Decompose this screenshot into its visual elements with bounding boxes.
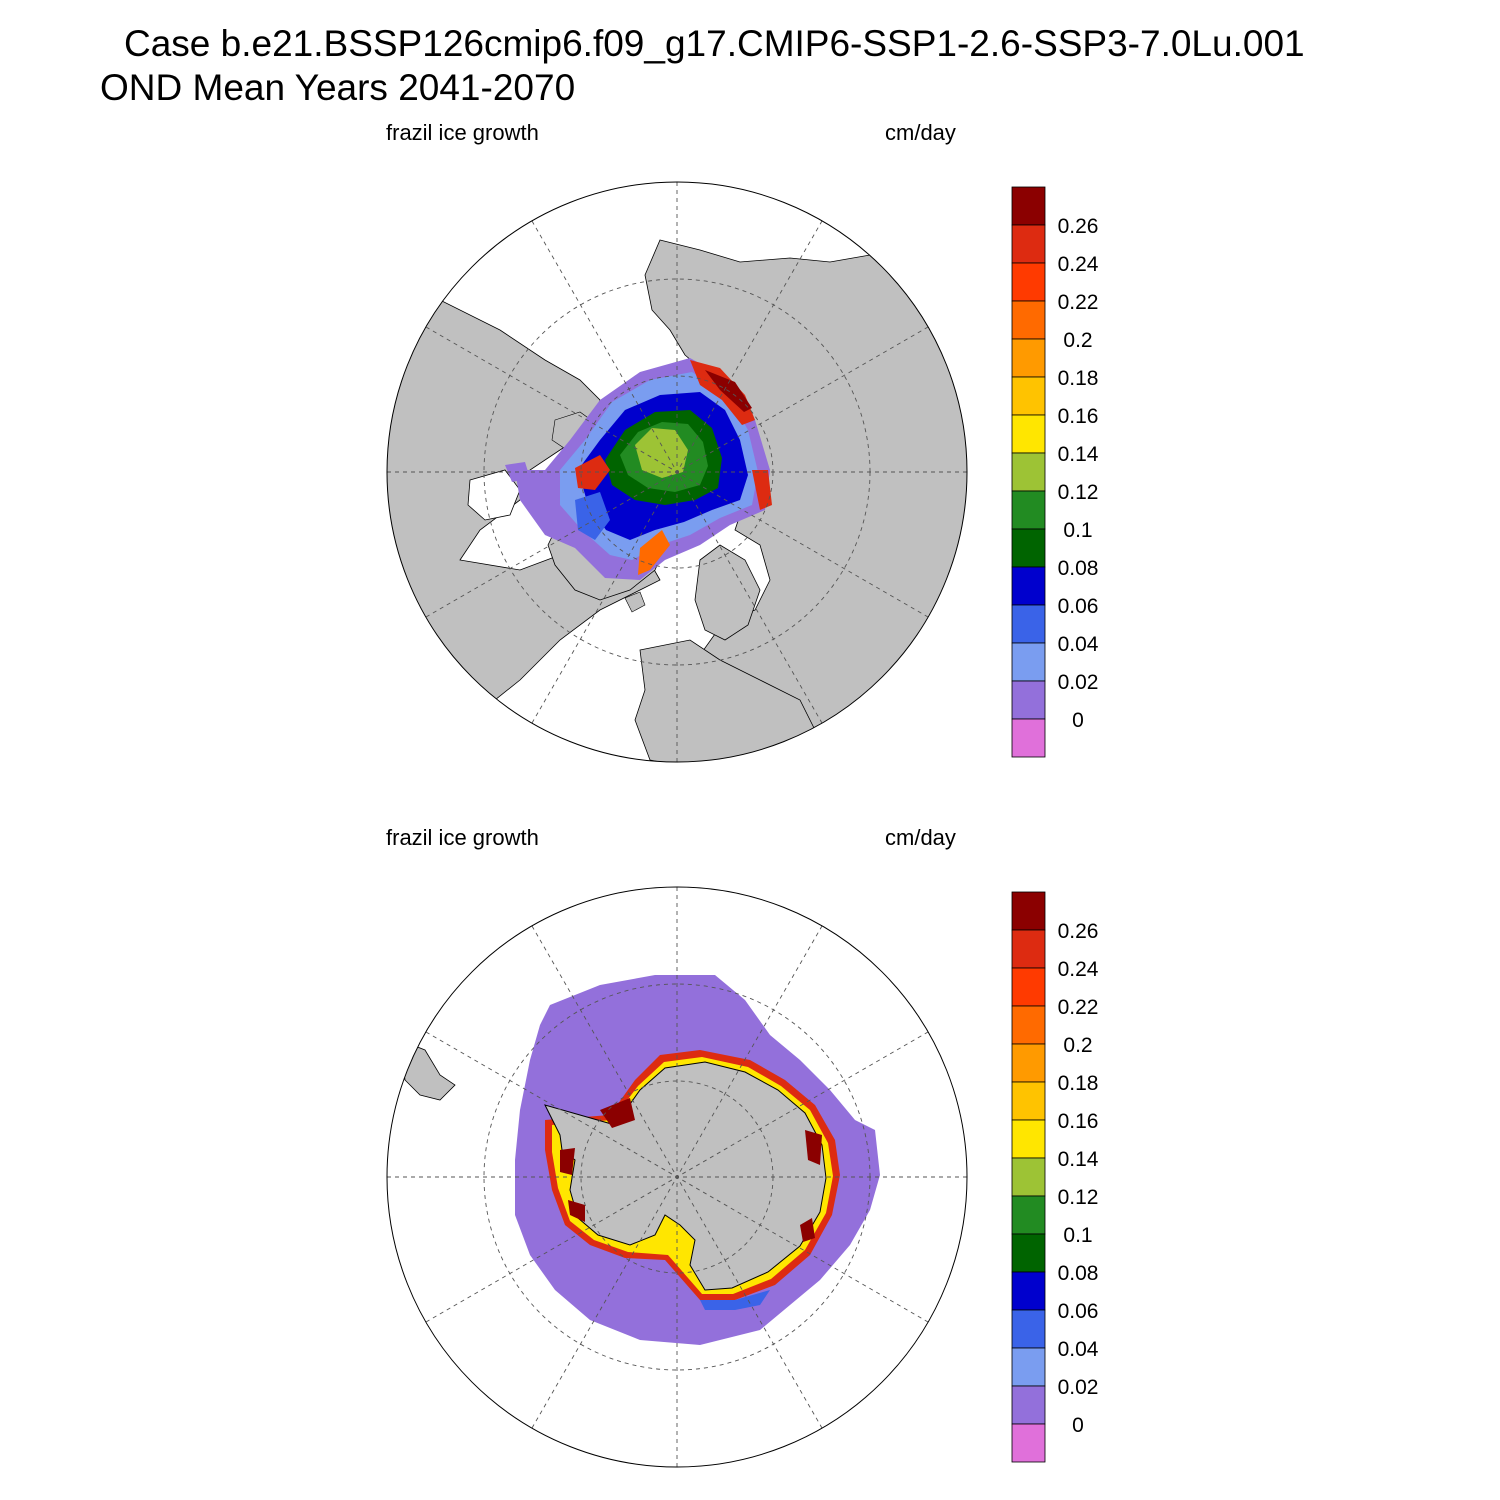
frazil-field-red-east-edge: [752, 470, 772, 510]
figure-title-case: Case b.e21.BSSP126cmip6.f09_g17.CMIP6-SS…: [124, 23, 1305, 64]
colorbar-north-tick-label-12: 0.02: [1058, 671, 1099, 694]
colorbar-north-swatch-8: [1011, 490, 1046, 530]
colorbar-north-tick-label-8: 0.1: [1063, 519, 1092, 542]
colorbar-south-tick-label-7: 0.12: [1058, 1186, 1099, 1209]
colorbar-north-tick-label-4: 0.18: [1058, 367, 1099, 390]
colorbar-north-swatch-9: [1011, 528, 1046, 568]
panel-1-units-label: cm/day: [885, 120, 956, 145]
colorbar-north-tick-label-3: 0.2: [1063, 329, 1092, 352]
colorbar-south-swatch-8: [1011, 1195, 1046, 1235]
frazil-field-red-siberian-edge: [690, 360, 755, 425]
colorbar-north-swatch-12: [1011, 642, 1046, 682]
colorbar-south-swatch-13: [1011, 1385, 1046, 1425]
colorbar-south-swatch-1: [1011, 929, 1046, 969]
frazil-field-dark-red-amery: [805, 1130, 822, 1165]
colorbar-south-tick-label-4: 0.18: [1058, 1072, 1099, 1095]
antarctic-map-border: [386, 886, 968, 1468]
hudson-bay: [467, 469, 521, 521]
colorbar-south-swatch-12: [1011, 1347, 1046, 1387]
colorbar-north-swatch-11: [1011, 604, 1046, 644]
colorbar-north-swatch-1: [1011, 224, 1046, 264]
colorbar-north-tick-label-0: 0.26: [1058, 215, 1099, 238]
colorbar-south-swatch-5: [1011, 1081, 1046, 1121]
colorbar-south-swatch-7: [1011, 1157, 1046, 1197]
colorbar-north-tick-label-11: 0.04: [1058, 633, 1099, 656]
arctic-map-border: [386, 181, 968, 763]
colorbar-north: 0.26 0.24 0.22 0.2 0.18 0.16 0.14 0.12 0.1 0.08 0.…: [1011, 186, 1099, 758]
frazil-field-dark-red-belling: [568, 1200, 585, 1222]
colorbar-south-tick-label-0: 0.26: [1058, 920, 1099, 943]
colorbar-south-tick-label-3: 0.2: [1063, 1034, 1092, 1057]
colorbar-south-swatch-11: [1011, 1309, 1046, 1349]
colorbar-north-swatch-13: [1011, 680, 1046, 720]
colorbar-south-swatch-10: [1011, 1271, 1046, 1311]
colorbar-north-swatch-3: [1011, 300, 1046, 340]
land-scandinavia: [694, 544, 761, 641]
colorbar-north-swatch-0: [1011, 186, 1046, 226]
colorbar-south-tick-label-5: 0.16: [1058, 1110, 1099, 1133]
arctic-map: [386, 181, 968, 763]
frazil-field-dark-red-east: [800, 1218, 815, 1242]
colorbar-north-swatch-7: [1011, 452, 1046, 492]
colorbar-south-tick-label-1: 0.24: [1058, 958, 1099, 981]
colorbar-north-tick-label-2: 0.22: [1058, 291, 1099, 314]
frazil-field-yellowgreen: [635, 428, 688, 478]
colorbar-south-swatch-0: [1011, 891, 1046, 931]
colorbar-north-tick-label-5: 0.16: [1058, 405, 1099, 428]
colorbar-south-tick-label-11: 0.04: [1058, 1338, 1099, 1361]
colorbar-north-tick-label-9: 0.08: [1058, 557, 1099, 580]
colorbar-south-tick-label-6: 0.14: [1058, 1148, 1099, 1171]
antarctic-map: [386, 886, 968, 1468]
panel-2-variable-label: frazil ice growth: [386, 825, 539, 850]
colorbar-north-tick-label-13: 0: [1072, 709, 1084, 732]
figure-title-period: OND Mean Years 2041-2070: [100, 67, 576, 108]
arctic-graticule: [387, 182, 967, 762]
colorbar-south-tick-label-2: 0.22: [1058, 996, 1099, 1019]
colorbar-south-tick-label-9: 0.08: [1058, 1262, 1099, 1285]
colorbar-north-tick-label-6: 0.14: [1058, 443, 1099, 466]
colorbar-north-tick-label-1: 0.24: [1058, 253, 1099, 276]
colorbar-south-swatch-4: [1011, 1043, 1046, 1083]
colorbar-north-swatch-14: [1011, 718, 1046, 758]
frazil-field-red-archipelago: [575, 455, 610, 490]
frazil-field-dark-red-ross: [560, 1148, 575, 1175]
colorbar-north-swatch-2: [1011, 262, 1046, 302]
colorbar-north-swatch-6: [1011, 414, 1046, 454]
panel-2-units-label: cm/day: [885, 825, 956, 850]
colorbar-south-swatch-6: [1011, 1119, 1046, 1159]
colorbar-south-swatch-3: [1011, 1005, 1046, 1045]
colorbar-south-tick-label-13: 0: [1072, 1414, 1084, 1437]
frazil-field-southern-coastal-blue: [700, 1290, 770, 1310]
colorbar-south-tick-label-8: 0.1: [1063, 1224, 1092, 1247]
colorbar-south-swatch-14: [1011, 1423, 1046, 1463]
colorbar-north-swatch-4: [1011, 338, 1046, 378]
colorbar-south: 0.26 0.24 0.22 0.2 0.18 0.16 0.14 0.12 0.1 0.08 0.…: [1011, 891, 1099, 1463]
colorbar-north-tick-label-10: 0.06: [1058, 595, 1099, 618]
colorbar-south-tick-label-10: 0.06: [1058, 1300, 1099, 1323]
frazil-field-dark-red-weddell: [600, 1098, 635, 1128]
colorbar-north-swatch-5: [1011, 376, 1046, 416]
colorbar-south-swatch-9: [1011, 1233, 1046, 1273]
frazil-field-baffin-blue: [575, 492, 610, 540]
antarctic-graticule: [387, 887, 967, 1467]
panel-1-variable-label: frazil ice growth: [386, 120, 539, 145]
land-svalbard: [624, 591, 646, 613]
colorbar-south-swatch-2: [1011, 967, 1046, 1007]
colorbar-north-swatch-10: [1011, 566, 1046, 606]
land-antarctica: [544, 1061, 827, 1291]
frazil-field-red-greenland-edge: [638, 530, 670, 575]
colorbar-south-tick-label-12: 0.02: [1058, 1376, 1099, 1399]
colorbar-north-tick-label-7: 0.12: [1058, 481, 1099, 504]
